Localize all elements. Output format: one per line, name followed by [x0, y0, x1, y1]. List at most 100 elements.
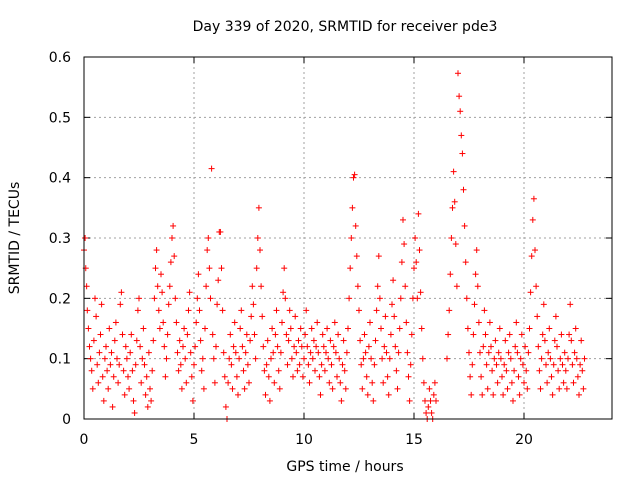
- data-point: [348, 235, 355, 241]
- data-point: [264, 337, 271, 344]
- data-point: [166, 283, 173, 290]
- axis-ticks: 0 5 10 15 20 0 0.1 0.2 0.3 0.4 0.5 0.6: [49, 50, 612, 448]
- data-point: [479, 391, 486, 398]
- data-point: [150, 337, 157, 344]
- data-point: [314, 319, 321, 326]
- data-point: [581, 355, 588, 362]
- data-point: [537, 385, 544, 392]
- data-point: [285, 337, 292, 344]
- data-point: [484, 385, 491, 392]
- data-point: [346, 295, 353, 302]
- data-point: [287, 325, 294, 332]
- data-point: [365, 343, 372, 350]
- data-point: [371, 361, 378, 368]
- data-point: [174, 349, 181, 356]
- data-point: [459, 150, 466, 157]
- data-point: [474, 283, 481, 290]
- data-point: [557, 355, 564, 362]
- data-point: [240, 367, 247, 374]
- data-point: [296, 361, 303, 368]
- data-point: [298, 343, 305, 350]
- data-point: [248, 313, 255, 320]
- data-point: [411, 265, 417, 272]
- data-point: [87, 355, 94, 362]
- data-point: [318, 361, 325, 368]
- data-point: [376, 295, 383, 302]
- data-point: [386, 355, 393, 362]
- data-point: [319, 331, 326, 338]
- data-point: [269, 325, 276, 332]
- data-point: [573, 355, 580, 362]
- data-point: [288, 355, 295, 362]
- data-point: [293, 349, 300, 356]
- data-point: [578, 337, 585, 344]
- data-point: [139, 355, 146, 362]
- data-point: [545, 349, 552, 356]
- data-point: [490, 391, 497, 398]
- data-point: [158, 271, 164, 278]
- data-point: [122, 343, 129, 350]
- data-point: [481, 307, 488, 314]
- data-point: [206, 265, 213, 272]
- data-point: [389, 301, 395, 308]
- data-point: [141, 361, 148, 368]
- data-point: [547, 355, 554, 362]
- data-point: [369, 379, 376, 386]
- data-point: [565, 355, 571, 362]
- data-point: [273, 307, 280, 314]
- data-point: [330, 343, 337, 350]
- data-point: [96, 349, 103, 356]
- data-point: [178, 385, 185, 392]
- data-point: [503, 367, 510, 374]
- data-point: [126, 385, 133, 392]
- data-point: [401, 241, 408, 248]
- data-point: [211, 379, 218, 386]
- data-point: [276, 385, 283, 392]
- data-point: [249, 283, 256, 290]
- data-point: [375, 253, 382, 260]
- data-point: [387, 331, 394, 338]
- data-point: [526, 325, 533, 332]
- data-point: [406, 397, 413, 404]
- data-point: [538, 355, 545, 362]
- data-point: [357, 337, 364, 344]
- data-point: [151, 295, 158, 302]
- data-point: [419, 355, 426, 362]
- data-point: [237, 325, 244, 332]
- data-point: [243, 331, 250, 338]
- data-point: [343, 349, 350, 356]
- data-point: [316, 373, 323, 380]
- data-point: [229, 385, 236, 392]
- data-point: [527, 289, 534, 296]
- data-point: [89, 385, 96, 392]
- data-point: [561, 349, 568, 356]
- data-point: [302, 331, 309, 338]
- data-point: [93, 313, 100, 320]
- data-point: [486, 319, 493, 326]
- data-point: [165, 301, 172, 308]
- data-point: [310, 337, 317, 344]
- data-point: [239, 343, 246, 350]
- data-point: [262, 391, 269, 398]
- data-point: [263, 361, 270, 368]
- y-tick-label: 0.1: [49, 352, 71, 368]
- data-point: [115, 379, 122, 386]
- data-point: [507, 355, 514, 362]
- data-point: [132, 361, 139, 368]
- data-point: [335, 331, 342, 338]
- data-point: [359, 385, 366, 392]
- data-point: [110, 373, 117, 380]
- data-point: [205, 235, 212, 241]
- data-point: [261, 367, 268, 374]
- data-point: [415, 210, 422, 217]
- data-point: [215, 277, 222, 284]
- data-point: [508, 379, 515, 386]
- data-point: [208, 165, 215, 172]
- data-point: [309, 355, 316, 362]
- data-point: [433, 397, 439, 404]
- data-point: [291, 343, 298, 350]
- data-point: [402, 283, 409, 290]
- data-point: [546, 325, 553, 332]
- data-point: [430, 391, 437, 398]
- data-point: [182, 355, 189, 362]
